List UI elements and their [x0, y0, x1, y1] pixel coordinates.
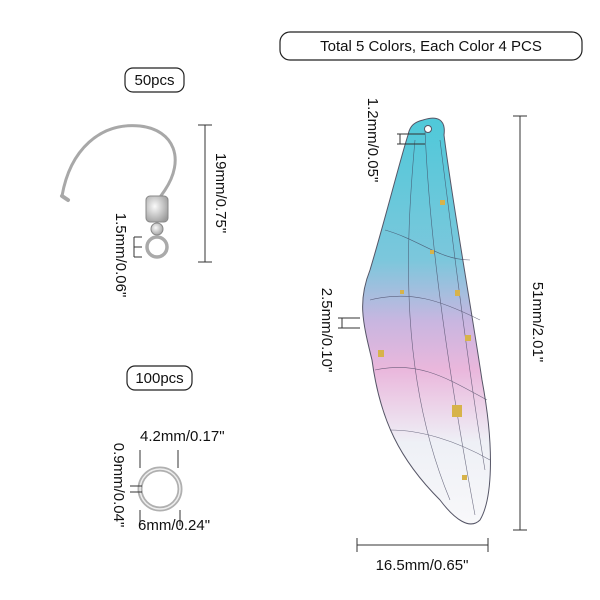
hook-coil	[145, 195, 169, 259]
jump-ring-highlight	[139, 468, 181, 510]
hook-loop: 1.5mm/0.06"	[112, 213, 129, 298]
gold-flakes	[378, 200, 471, 480]
dimension-line	[198, 124, 212, 263]
wing-hole	[424, 125, 432, 133]
badge-text: Total 5 Colors, Each Color 4 PCS	[320, 38, 542, 55]
ring-quantity: 100pcs	[135, 370, 183, 387]
wing-veins	[369, 129, 491, 516]
dimension-line	[133, 236, 142, 258]
ear-hook	[60, 124, 177, 202]
ring-outer: 6mm/0.24"	[138, 517, 210, 534]
ring-thickness: 0.9mm/0.04"	[110, 443, 127, 528]
wing-hole-size: 1.2mm/0.05"	[364, 98, 381, 183]
dimension-line	[130, 450, 181, 526]
dimension-line	[356, 538, 489, 552]
dimension-line	[513, 115, 527, 531]
quantity-frame	[124, 67, 185, 93]
hook-quantity: 50pcs	[134, 72, 174, 89]
wing-width: 16.5mm/0.65"	[376, 557, 469, 574]
badge-frame	[279, 31, 583, 61]
wing-thickness: 2.5mm/0.10"	[318, 288, 335, 373]
ring-inner: 4.2mm/0.17"	[140, 428, 225, 445]
quantity-frame	[126, 365, 193, 391]
wing-length: 51mm/2.01"	[529, 282, 546, 362]
hook-height: 19mm/0.75"	[212, 153, 229, 233]
dimension-line	[397, 133, 425, 145]
dimension-line	[338, 317, 360, 329]
